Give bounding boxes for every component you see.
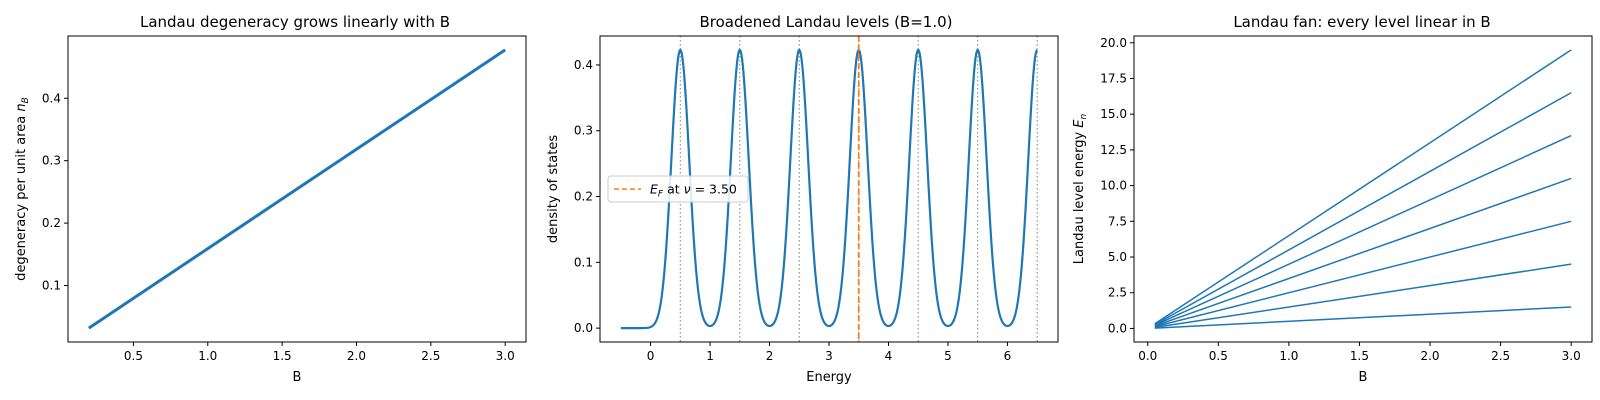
x-axis-ticks: 0 1 2 3 4 5 6 [647, 342, 1012, 363]
y-tick-label: 2.5 [1108, 286, 1127, 300]
series-line-degeneracy [87, 48, 507, 330]
x-axis-ticks: 0.5 1.0 1.5 2.0 2.5 3.0 [124, 342, 515, 363]
x-tick-label: 1.5 [1350, 349, 1369, 363]
landau-level-line-n1 [1154, 263, 1572, 329]
chart-fan: Landau fan: every level linear in B 0.0 0… [1072, 13, 1593, 385]
x-tick-label: 0.5 [1209, 349, 1228, 363]
x-tick-label: 3.0 [1562, 349, 1581, 363]
legend-entry-fermi: EF at ν = 3.50 [650, 182, 737, 200]
y-axis-label: density of states [546, 135, 561, 243]
axes-frame [67, 35, 527, 343]
chart-title: Landau fan: every level linear in B [1233, 13, 1490, 31]
y-tick-label: 0.0 [1108, 321, 1127, 335]
y-tick-label: 10.0 [1100, 179, 1127, 193]
x-tick-label: 1.0 [198, 349, 217, 363]
chart-title: Broadened Landau levels (B=1.0) [700, 13, 953, 31]
y-tick-label: 0.1 [42, 279, 61, 293]
y-tick-label: 7.5 [1108, 214, 1127, 228]
landau-level-line-n0 [1154, 306, 1572, 329]
y-tick-label: 0.0 [574, 321, 593, 335]
y-tick-label: 0.1 [574, 255, 593, 269]
x-tick-label: 1.5 [273, 349, 292, 363]
x-tick-label: 2.5 [421, 349, 440, 363]
x-tick-label: 0 [647, 349, 655, 363]
x-axis-ticks: 0.0 0.5 1.0 1.5 2.0 2.5 3.0 [1138, 342, 1581, 363]
landau-level-line-n6 [1154, 49, 1572, 325]
x-tick-label: 0.0 [1138, 349, 1157, 363]
y-tick-label: 20.0 [1100, 36, 1127, 50]
legend: EF at ν = 3.50 [607, 175, 749, 203]
y-tick-label: 0.4 [574, 58, 593, 72]
x-tick-label: 0.5 [124, 349, 143, 363]
x-tick-label: 3.0 [496, 349, 515, 363]
landau-level-line-n4 [1154, 134, 1572, 326]
y-axis-label: Landau level energy En [1072, 113, 1089, 264]
axes-frame [1133, 35, 1593, 343]
x-tick-label: 2 [766, 349, 774, 363]
x-tick-label: 2.5 [1491, 349, 1510, 363]
x-tick-label: 6 [1004, 349, 1012, 363]
x-tick-label: 4 [885, 349, 893, 363]
landau-level-line-n5 [1154, 92, 1572, 326]
y-tick-label: 0.2 [574, 190, 593, 204]
legend-box [607, 175, 749, 203]
x-tick-label: 1 [706, 349, 714, 363]
x-tick-label: 2.0 [347, 349, 366, 363]
y-tick-label: 17.5 [1100, 71, 1127, 85]
chart-title: Landau degeneracy grows linearly with B [140, 13, 450, 31]
y-axis-ticks: 0.0 2.5 5.0 7.5 10.0 12.5 15.0 17.5 20.0 [1100, 36, 1134, 335]
x-tick-label: 5 [944, 349, 952, 363]
x-tick-label: 3 [825, 349, 833, 363]
chart-degeneracy: Landau degeneracy grows linearly with B … [14, 13, 527, 385]
plot-area [1154, 49, 1572, 329]
y-axis-ticks: 0.0 0.1 0.2 0.3 0.4 [574, 58, 600, 335]
y-axis-label: degeneracy per unit area nB [14, 97, 31, 281]
y-tick-label: 15.0 [1100, 107, 1127, 121]
y-tick-label: 12.5 [1100, 143, 1127, 157]
y-tick-label: 5.0 [1108, 250, 1127, 264]
landau-level-line-n2 [1154, 220, 1572, 328]
y-tick-label: 0.2 [42, 216, 61, 230]
x-tick-label: 1.0 [1279, 349, 1298, 363]
landau-level-line-n3 [1154, 177, 1572, 327]
plot-area [87, 48, 507, 330]
y-tick-label: 0.4 [42, 91, 61, 105]
x-axis-label: B [293, 370, 302, 385]
x-axis-label: B [1359, 370, 1368, 385]
x-axis-label: Energy [806, 370, 852, 385]
y-tick-label: 0.3 [42, 154, 61, 168]
x-tick-label: 2.0 [1420, 349, 1439, 363]
y-axis-ticks: 0.1 0.2 0.3 0.4 [42, 91, 68, 293]
y-tick-label: 0.3 [574, 124, 593, 138]
